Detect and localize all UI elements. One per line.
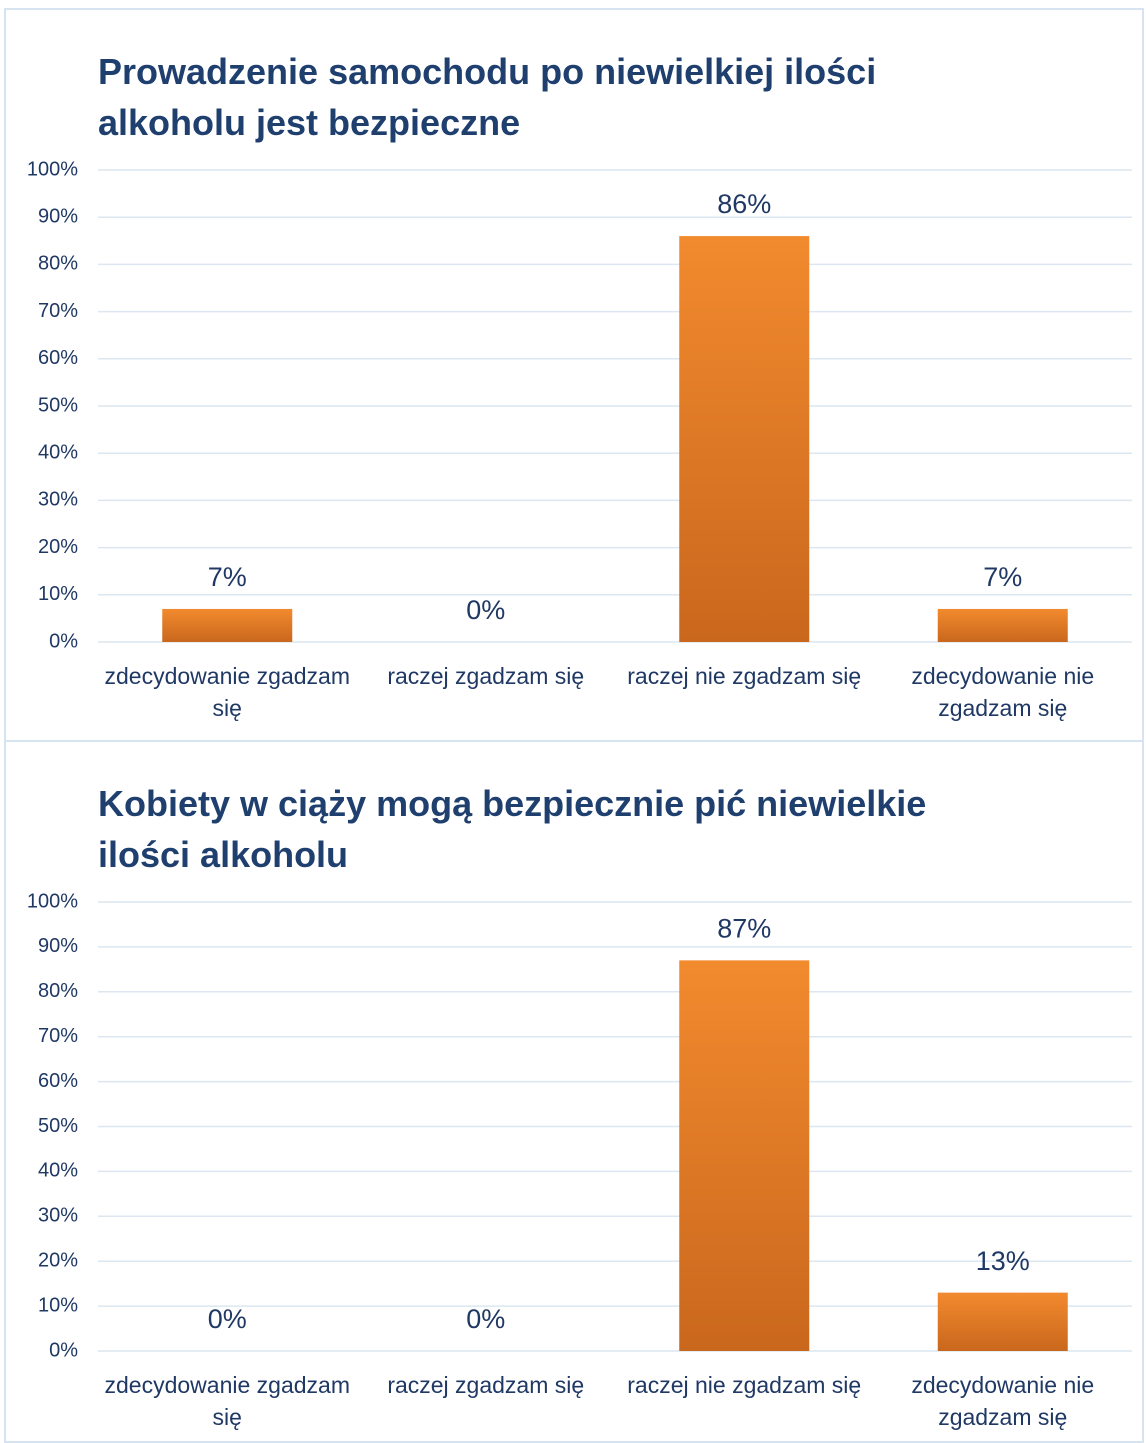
chart-title: Kobiety w ciąży mogą bezpiecznie pić nie… xyxy=(98,783,927,875)
chart-title: Prowadzenie samochodu po niewielkiej ilo… xyxy=(98,51,877,143)
y-tick-label: 70% xyxy=(38,300,78,322)
y-tick-label: 0% xyxy=(49,630,78,652)
y-tick-label: 30% xyxy=(38,1205,78,1227)
y-tick-label: 40% xyxy=(38,1160,78,1182)
x-tick-label: zdecydowanie zgadzam się xyxy=(104,1372,350,1430)
x-tick-label: raczej zgadzam się xyxy=(387,1372,585,1398)
y-tick-label: 60% xyxy=(38,347,78,369)
x-tick-label: raczej nie zgadzam się xyxy=(627,1372,862,1398)
y-tick-label: 70% xyxy=(38,1025,78,1047)
y-tick-label: 10% xyxy=(38,583,78,605)
value-label: 7% xyxy=(983,562,1022,592)
chart-panel: Prowadzenie samochodu po niewielkiej ilo… xyxy=(4,8,1144,742)
y-tick-label: 90% xyxy=(38,935,78,957)
chart: 0% 10% 20% 30% 40% 50% 60% 70% 80% 90% 100% 0% 0% 87%… xyxy=(27,890,1132,1361)
chart: 0% 10% 20% 30% 40% 50% 60% 70% 80% 90% 100% 7% 0% 86%… xyxy=(27,158,1132,652)
bar xyxy=(679,960,810,1351)
y-tick-label: 60% xyxy=(38,1070,78,1092)
x-tick-label: zdecydowanie nie zgadzam się xyxy=(911,663,1095,721)
bar xyxy=(937,1292,1068,1351)
bar xyxy=(162,608,293,642)
y-tick-label: 80% xyxy=(38,253,78,275)
chart-panel: Kobiety w ciąży mogą bezpiecznie pić nie… xyxy=(4,740,1144,1443)
value-label: 0% xyxy=(466,595,505,625)
bar xyxy=(679,236,810,642)
y-tick-label: 90% xyxy=(38,205,78,227)
y-tick-label: 20% xyxy=(38,536,78,558)
y-tick-label: 50% xyxy=(38,1115,78,1137)
y-tick-label: 80% xyxy=(38,980,78,1002)
y-tick-label: 10% xyxy=(38,1294,78,1316)
value-label: 86% xyxy=(717,189,771,219)
value-label: 87% xyxy=(717,913,771,943)
x-tick-label: zdecydowanie nie zgadzam się xyxy=(911,1372,1095,1430)
y-tick-label: 20% xyxy=(38,1249,78,1271)
y-tick-label: 40% xyxy=(38,441,78,463)
x-tick-label: zdecydowanie zgadzam się xyxy=(104,663,350,721)
x-tick-label: raczej zgadzam się xyxy=(387,663,585,689)
y-tick-label: 100% xyxy=(27,158,78,180)
x-tick-label: raczej nie zgadzam się xyxy=(627,663,862,689)
value-label: 7% xyxy=(208,562,247,592)
value-label: 0% xyxy=(466,1304,505,1334)
value-label: 13% xyxy=(976,1246,1030,1276)
y-tick-label: 100% xyxy=(27,890,78,912)
y-tick-label: 50% xyxy=(38,394,78,416)
y-tick-label: 0% xyxy=(49,1339,78,1361)
y-tick-label: 30% xyxy=(38,489,78,511)
value-label: 0% xyxy=(208,1304,247,1334)
bar xyxy=(937,608,1068,642)
